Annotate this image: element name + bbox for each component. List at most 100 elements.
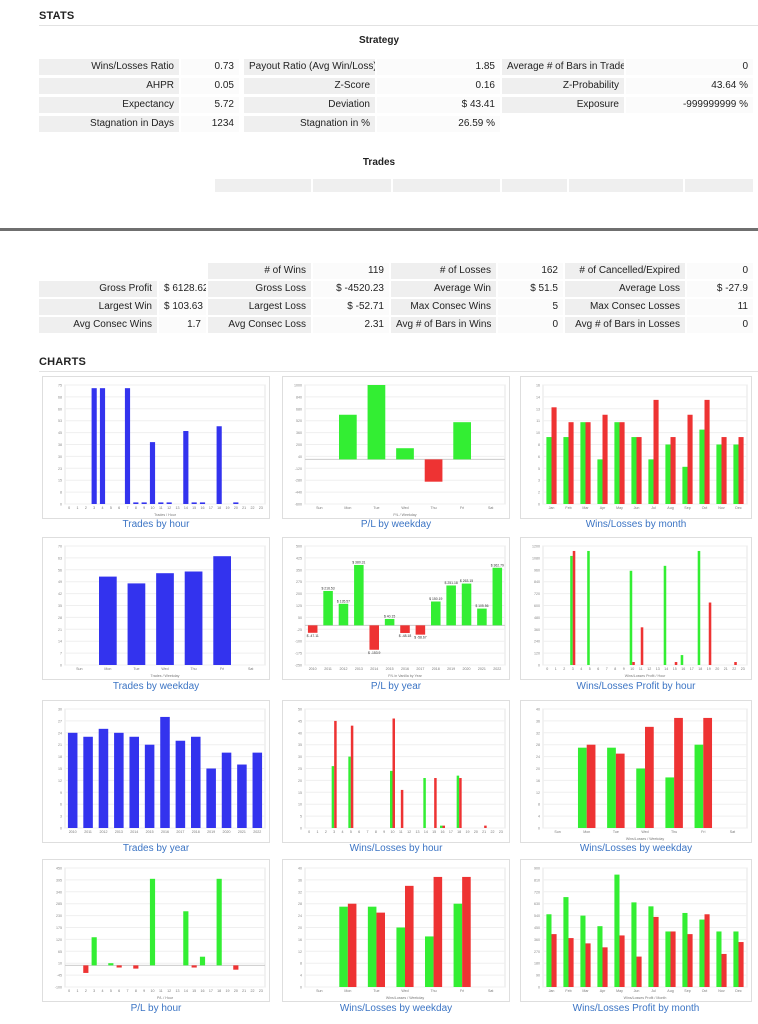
y-tick-label: 275 xyxy=(296,580,302,584)
chart-bar xyxy=(484,825,487,828)
trade-stat-value: $ -4520.23 xyxy=(313,281,389,297)
data-label: $ -58.67 xyxy=(414,636,427,640)
x-tick-label: 4 xyxy=(342,830,344,834)
chart-caption[interactable]: Trades by hour xyxy=(122,519,190,530)
y-tick-label: 4 xyxy=(300,974,302,978)
chart-svg: 0 4 8 12 16 20 24 28 32 36 40 Sun Mon Tue Wed Thu Fri Sat… xyxy=(536,708,748,841)
stat-label: Z-Score xyxy=(244,78,375,94)
chart-caption[interactable]: Wins/Losses by hour xyxy=(349,843,443,854)
x-tick-label: 12 xyxy=(647,667,651,671)
y-tick-label: 20 xyxy=(298,779,302,783)
x-tick-label: 10 xyxy=(151,989,155,993)
chart-bar xyxy=(733,444,739,504)
x-tick-label: Thu xyxy=(430,989,436,993)
y-tick-label: 16 xyxy=(536,779,540,783)
x-tick-label: Wed xyxy=(401,506,408,510)
trade-stat-value: 0 xyxy=(687,263,753,279)
data-label: $ -48.18 xyxy=(399,634,412,638)
x-axis-label: Wins/Losses / Weekday xyxy=(626,837,664,841)
x-tick-label: 23 xyxy=(259,989,263,993)
x-tick-label: 14 xyxy=(184,506,188,510)
chart-caption[interactable]: P/L by year xyxy=(370,681,422,692)
chart-bar xyxy=(636,437,642,504)
x-tick-label: 10 xyxy=(630,667,634,671)
x-tick-label: 22 xyxy=(251,506,255,510)
chart-bar xyxy=(615,753,625,828)
chart-bar xyxy=(597,926,603,987)
y-tick-label: 630 xyxy=(534,902,540,906)
chart-caption[interactable]: Trades by year xyxy=(122,843,190,854)
chart-bar xyxy=(144,744,155,828)
x-tick-label: 2010 xyxy=(309,667,317,671)
y-tick-label: 0 xyxy=(60,503,62,507)
x-tick-label: Jun xyxy=(634,989,640,993)
y-tick-label: 125 xyxy=(296,604,302,608)
x-tick-label: 2013 xyxy=(115,830,123,834)
chart-bar xyxy=(175,740,186,828)
trade-stat-value: 5 xyxy=(498,299,563,315)
chart-svg: 0 7 14 21 28 35 42 49 56 63 70 Sun Mon Tue Wed Thu Fri Sa… xyxy=(58,545,266,678)
x-tick-label: 11 xyxy=(399,830,403,834)
y-tick-label: 21 xyxy=(58,743,62,747)
trade-stat-value: 1.7 xyxy=(159,317,206,333)
x-tick-label: 2021 xyxy=(238,830,246,834)
trade-stat-label: # of Wins xyxy=(208,263,311,279)
y-tick-label: 425 xyxy=(296,556,302,560)
chart-svg: 0 90 180 270 360 450 540 630 720 810 900 Jan Feb Mar A… xyxy=(534,867,748,1000)
chart-caption[interactable]: Trades by weekday xyxy=(112,681,200,692)
x-tick-label: 0 xyxy=(308,830,310,834)
y-tick-label: 0 xyxy=(538,986,540,990)
x-tick-label: 14 xyxy=(184,989,188,993)
trade-stat-value: $ 6128.62 xyxy=(159,281,206,297)
y-tick-label: 720 xyxy=(534,592,540,596)
x-tick-label: 5 xyxy=(350,830,352,834)
trade-stat-label: Average Win xyxy=(391,281,496,297)
chart-caption[interactable]: Wins/Losses Profit by hour xyxy=(576,681,696,692)
x-tick-label: 19 xyxy=(707,667,711,671)
chart-bar xyxy=(124,388,131,504)
data-label: $ 40.15 xyxy=(384,614,395,618)
chart-bar xyxy=(156,573,174,665)
x-tick-label: Jul xyxy=(651,989,656,993)
chart-caption[interactable]: P/L by hour xyxy=(130,1003,182,1014)
x-tick-label: 21 xyxy=(242,506,246,510)
chart-caption[interactable]: Wins/Losses Profit by month xyxy=(572,1003,700,1014)
y-tick-label: 28 xyxy=(536,743,540,747)
x-tick-label: 23 xyxy=(741,667,745,671)
chart-caption[interactable]: Wins/Losses by weekday xyxy=(339,1003,453,1014)
chart-bar xyxy=(614,874,620,987)
chart-bar xyxy=(585,943,591,987)
chart-bar xyxy=(213,556,231,665)
chart-bar xyxy=(91,388,97,504)
chart-svg: 0 2 3 5 6 8 10 11 13 14 16 Jan Feb Mar Apr May Jun Jul Aug… xyxy=(536,384,748,510)
trades-header-cell xyxy=(393,179,500,192)
chart-bar xyxy=(738,942,744,987)
trade-stat-value: $ -52.71 xyxy=(313,299,389,315)
chart-caption[interactable]: Wins/Losses by month xyxy=(585,519,687,530)
y-tick-label: 9 xyxy=(60,791,62,795)
x-tick-label: 4 xyxy=(102,506,104,510)
chart-bar xyxy=(149,878,156,966)
x-tick-label: 2020 xyxy=(223,830,231,834)
x-tick-label: 7 xyxy=(606,667,608,671)
x-tick-label: 7 xyxy=(127,989,129,993)
x-tick-label: 4 xyxy=(580,667,582,671)
x-tick-label: Wed xyxy=(161,667,168,671)
x-tick-label: 2014 xyxy=(370,667,378,671)
y-tick-label: 120 xyxy=(534,652,540,656)
chart-bar xyxy=(390,770,393,828)
chart-caption[interactable]: Wins/Losses by weekday xyxy=(579,843,693,854)
y-tick-label: 40 xyxy=(298,455,302,459)
y-tick-label: -100 xyxy=(295,640,302,644)
chart-bar xyxy=(682,466,688,504)
chart-bar xyxy=(704,399,710,504)
stat-value: $ 43.41 xyxy=(377,97,500,113)
chart-bar xyxy=(563,897,569,987)
y-tick-label: 1000 xyxy=(294,384,302,388)
chart-caption[interactable]: P/L by weekday xyxy=(360,519,432,530)
x-tick-label: 2012 xyxy=(339,667,347,671)
chart-svg: -600 -440 -280 -120 40 200 360 520 680 840 1000 Sun… xyxy=(294,384,506,517)
chart-panel: 0 3 6 9 12 15 18 21 24 27 30 2010 2011 2012 2013 2014 20… xyxy=(42,700,270,843)
trade-stat-value: 11 xyxy=(687,299,753,315)
